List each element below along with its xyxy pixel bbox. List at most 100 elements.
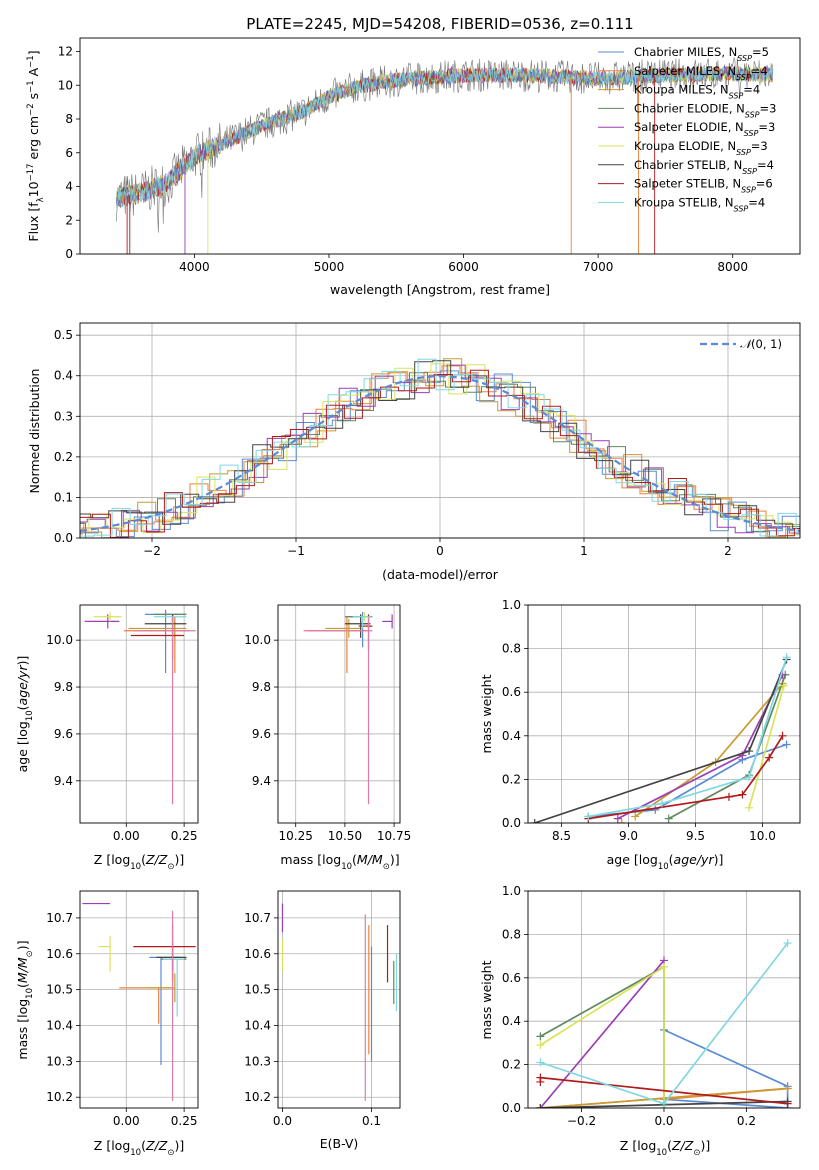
- age_vs_Z-plot-area: [84, 609, 196, 805]
- legend-label-0: Chabrier MILES, NSSP=5: [634, 45, 769, 63]
- age_vs_Z-xtick-label: 0.00: [113, 829, 140, 843]
- residuals-xtick-label: 1: [580, 544, 588, 558]
- spectrum-xtick-label: 5000: [314, 260, 345, 274]
- spectrum-ytick-label: 8: [65, 112, 73, 126]
- legend-label-5: Kroupa ELODIE, NSSP=3: [634, 139, 768, 157]
- weight_vs_age-marker: [651, 805, 660, 814]
- weight_vs_Z-ytick-label: 0.4: [502, 1014, 521, 1028]
- weight_vs_Z-marker: [536, 1104, 545, 1108]
- weight_vs_Z-xtick-label: −0.2: [567, 1114, 596, 1128]
- weight_vs_age-xtick-label: 9.5: [686, 829, 705, 843]
- mass_vs_ebv-ytick-label: 10.6: [244, 947, 271, 961]
- legend-label-2: Kroupa MILES, NSSP=4: [634, 83, 760, 101]
- weight_vs_age-series-7: [588, 735, 784, 820]
- age_vs_Z-xtick-label: 0.25: [171, 829, 198, 843]
- weight_vs_age-marker: [664, 814, 673, 823]
- weight_vs_age-marker: [782, 740, 791, 749]
- age_vs_mass-xtick-label: 10.25: [279, 829, 313, 843]
- residual-hist-3: [80, 372, 800, 538]
- legend-label-1: Salpeter MILES, NSSP=4: [634, 64, 768, 82]
- weight_vs_age-xtick-label: 8.5: [552, 829, 571, 843]
- age_vs_mass-frame: [277, 604, 401, 824]
- weight_vs_age-marker: [613, 814, 622, 823]
- age-ylabel: age [log10(age/yr)]: [15, 656, 35, 773]
- age_vs_Z-ytick-label: 9.8: [54, 680, 73, 694]
- weight_vs_age-frame: [527, 604, 801, 824]
- mass_vs_ebv-xtick-label: 0.0: [273, 1114, 292, 1128]
- weight_vs_age-marker: [657, 799, 666, 808]
- mass_vs_ebv-ytick-label: 10.4: [244, 1019, 271, 1033]
- weight_vs_age-xtick-label: 9.0: [619, 829, 638, 843]
- legend-label-4: Salpeter ELODIE, NSSP=3: [634, 120, 775, 138]
- spectrum-line-0: [115, 66, 774, 209]
- weight_vs_age-marker: [584, 812, 593, 821]
- age_vs_mass-plot-area: [303, 612, 393, 805]
- residuals-ytick-label: 0.4: [54, 369, 73, 383]
- residual-xlabel: (data-model)/error: [382, 567, 499, 582]
- weight_vs_age-marker: [778, 731, 787, 740]
- residuals-frame: [79, 322, 801, 539]
- age_vs_Z-ytick-label: 9.6: [54, 727, 73, 741]
- weight_vs_age-marker: [724, 792, 733, 801]
- spectrum-frame: [79, 37, 801, 255]
- weight_vs_Z-ytick-label: 0.8: [502, 927, 521, 941]
- legend-label-6: Chabrier STELIB, NSSP=4: [634, 158, 774, 176]
- residuals-ytick-label: 0.1: [54, 490, 73, 504]
- spectrum-ytick-label: 10: [58, 78, 73, 92]
- legend-label-3: Chabrier ELODIE, NSSP=3: [634, 101, 776, 119]
- gaussian-reference-line: [80, 375, 800, 532]
- spectrum-ytick-label: 6: [65, 146, 73, 160]
- weight-vs-z-ylabel: mass weight: [479, 960, 494, 1039]
- spectrum-ytick-label: 2: [65, 213, 73, 227]
- weight-vs-age-xlabel: age [log10(age/yr)]: [607, 852, 724, 872]
- weight_vs_Z-plot-area: [536, 939, 792, 1108]
- weight_vs_Z-marker: [783, 1099, 792, 1108]
- weight_vs_Z-marker: [660, 1099, 668, 1108]
- mass_vs_ebv-frame: [277, 890, 401, 1109]
- weight_vs_Z-series-4: [539, 959, 665, 1108]
- weight_vs_age-marker: [745, 747, 754, 756]
- weight-vs-z-xlabel: Z [log10(Z/Z⊙)]: [620, 1138, 710, 1158]
- weight-vs-age-ylabel: mass weight: [479, 674, 494, 753]
- weight_vs_Z-marker: [536, 1032, 545, 1041]
- mass_vs_ebv-ytick-label: 10.3: [244, 1054, 271, 1068]
- age_vs_mass-xtick-label: 10.50: [328, 829, 362, 843]
- residuals-ytick-label: 0.2: [54, 450, 73, 464]
- weight_vs_age-marker: [779, 681, 788, 690]
- mass_vs_Z-plot-area: [82, 902, 196, 1101]
- mass_vs_Z-ytick-label: 10.2: [46, 1090, 73, 1104]
- residuals-xtick-label: 2: [724, 544, 732, 558]
- age_vs_Z-frame: [79, 604, 199, 824]
- mass_vs_ebv-ytick-label: 10.7: [244, 911, 271, 925]
- spectrum-plot-area: [115, 56, 774, 254]
- mass_vs_Z-ytick-label: 10.6: [46, 947, 73, 961]
- mass-vs-z-xlabel: Z [log10(Z/Z⊙)]: [94, 1138, 184, 1158]
- legend-label-8: Kroupa STELIB, NSSP=4: [634, 195, 765, 213]
- residual-legend-label: 𝒩(0, 1): [740, 337, 782, 351]
- residual-ylabel: Normed distribution: [27, 369, 42, 494]
- spectrum-line-8: [115, 66, 774, 208]
- weight_vs_Z-ytick-label: 0.2: [502, 1058, 521, 1072]
- mass_vs_Z-ytick-label: 10.7: [46, 911, 73, 925]
- residuals-plot-area: [80, 358, 800, 538]
- residuals-ytick-label: 0.0: [54, 531, 73, 545]
- mass-vs-ebv-xlabel: E(B-V): [320, 1136, 359, 1151]
- weight_vs_age-ytick-label: 0.8: [502, 642, 521, 656]
- mass-ylabel: mass [log10(M/M⊙)]: [15, 940, 35, 1059]
- weight_vs_Z-marker: [536, 1073, 545, 1082]
- residual-hist-7: [80, 369, 800, 538]
- weight_vs_age-marker: [631, 812, 640, 821]
- residual-hist-2: [80, 358, 800, 538]
- residual-hist-6: [80, 360, 800, 530]
- weight_vs_age-marker: [782, 653, 791, 662]
- spectrum-ytick-label: 4: [65, 180, 73, 194]
- spectrum-ylabel: Flux [fλ10−17 erg cm−2 s−1 A−1]: [26, 50, 46, 241]
- weight_vs_Z-marker: [536, 1058, 545, 1067]
- age-vs-mass-xlabel: mass [log10(M/M⊙)]: [280, 852, 399, 872]
- weight_vs_age-series-8: [588, 657, 788, 818]
- age_vs_mass-ytick-label: 9.8: [252, 680, 271, 694]
- weight_vs_age-ytick-label: 0.4: [502, 729, 521, 743]
- mass_vs_Z-frame: [79, 890, 199, 1109]
- spectrum-ytick-label: 0: [65, 247, 73, 261]
